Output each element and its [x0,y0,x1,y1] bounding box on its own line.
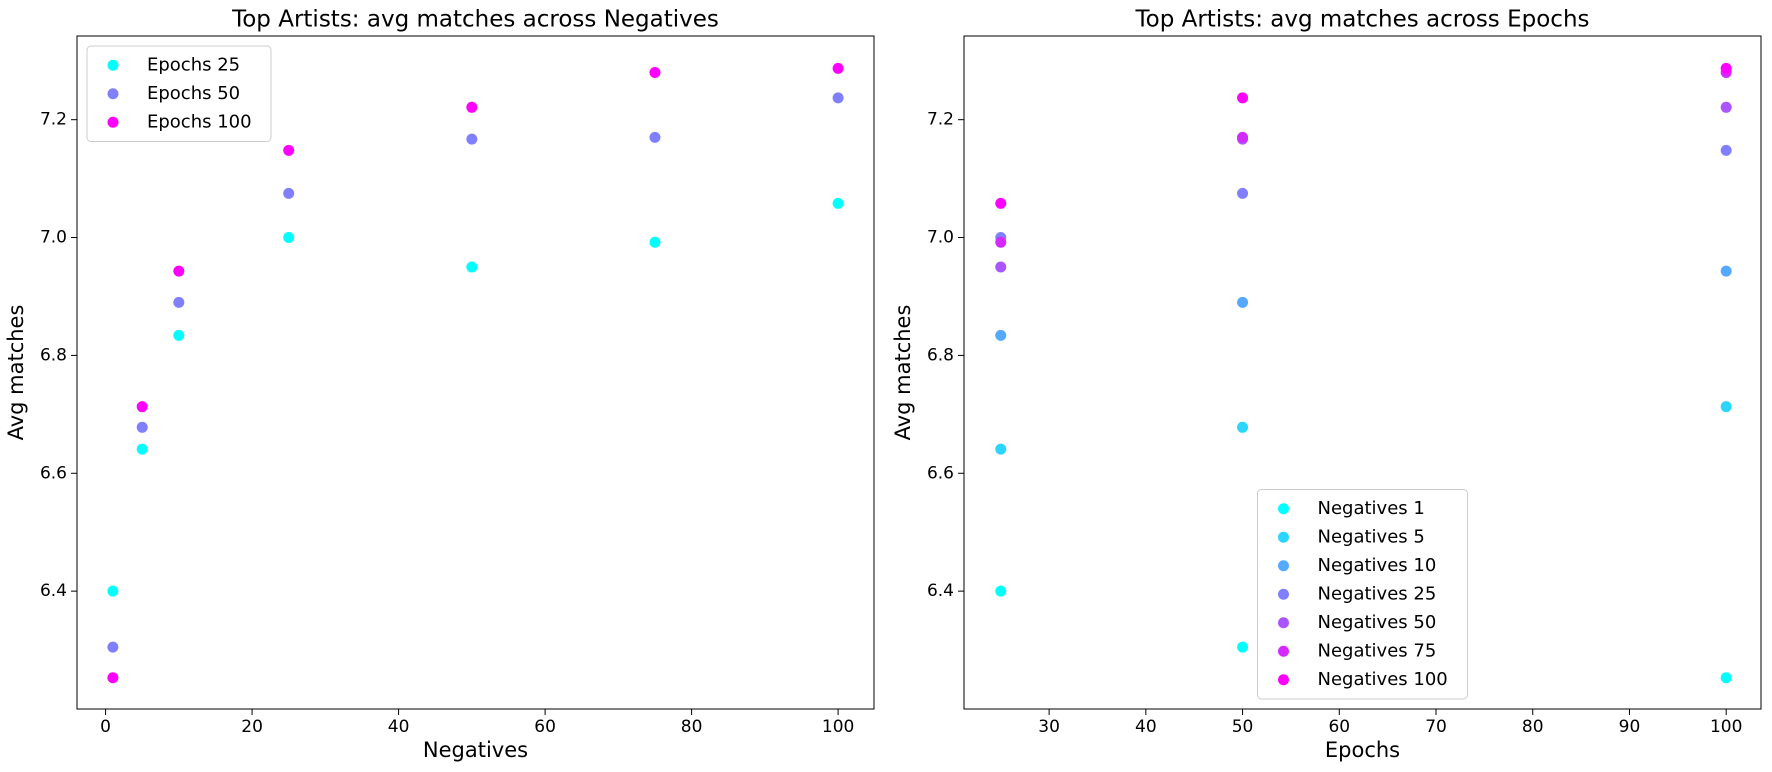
point [832,92,844,104]
chart-title: Top Artists: avg matches across Negative… [231,7,719,33]
y-tick-label: 7.0 [927,228,954,248]
chart-title: Top Artists: avg matches across Epochs [1134,7,1589,33]
y-tick-label: 6.4 [40,581,67,601]
point [832,197,844,209]
x-tick-label: 80 [681,717,703,737]
legend-label: Negatives 100 [1318,669,1448,690]
point [995,197,1007,209]
y-axis-label: Avg matches [4,305,28,441]
legend-label: Negatives 10 [1318,555,1437,576]
y-tick-label: 6.4 [927,581,954,601]
legend-label: Negatives 1 [1318,498,1425,519]
x-tick-label: 0 [100,717,111,737]
x-axis-label: Negatives [423,738,528,762]
legend-label: Negatives 75 [1318,640,1437,661]
plot-frame [963,35,1762,710]
point [1237,187,1249,199]
point [173,296,185,308]
point [995,261,1007,273]
legend-marker [107,59,119,71]
point [1237,421,1249,433]
legend-box [86,45,272,142]
point [995,236,1007,248]
point [1237,131,1249,143]
legend-marker [107,116,119,128]
legend-marker [1278,674,1289,686]
x-tick-label: 40 [388,717,410,737]
plot-frame [76,35,875,710]
x-tick-label: 30 [1038,717,1060,737]
x-tick-label: 50 [1232,717,1254,737]
point [283,144,295,156]
legend-label: Negatives 50 [1318,612,1437,633]
point [1237,641,1249,653]
point [649,236,661,248]
y-tick-label: 6.6 [40,463,67,483]
legend-marker [107,88,119,100]
point [1237,296,1249,308]
point [649,67,661,79]
legend-marker [1278,560,1289,572]
x-tick-label: 40 [1135,717,1157,737]
y-tick-label: 7.2 [927,110,954,130]
point [832,62,844,74]
legend-marker [1278,617,1289,629]
x-axis-label: Epochs [1325,738,1400,762]
y-tick-label: 7.2 [40,110,67,130]
x-tick-label: 60 [534,717,556,737]
point [1237,92,1249,104]
y-tick-label: 6.8 [927,345,954,365]
y-tick-label: 6.6 [927,463,954,483]
point [995,329,1007,341]
point [466,133,478,145]
y-tick-label: 7.0 [40,228,67,248]
point [107,585,119,597]
point [1720,144,1732,156]
legend-marker [1278,531,1289,543]
point [1720,265,1732,277]
point [283,187,295,199]
legend-box [1257,489,1468,700]
legend-label: Epochs 100 [147,111,252,132]
point [649,131,661,143]
point [136,401,148,413]
point [466,261,478,273]
legend-marker [1278,645,1289,657]
point [1720,672,1732,684]
point [1720,401,1732,413]
point [173,329,185,341]
point [466,101,478,113]
x-tick-label: 70 [1425,717,1447,737]
legend-label: Epochs 25 [147,54,240,75]
y-tick-label: 6.8 [40,345,67,365]
y-axis-label: Avg matches [891,305,915,441]
point [995,443,1007,455]
legend-marker [1278,588,1289,600]
point [136,443,148,455]
point [1720,62,1732,74]
legend-label: Epochs 50 [147,83,240,104]
point [1720,101,1732,113]
point [173,265,185,277]
point [995,585,1007,597]
legend-label: Negatives 25 [1318,583,1437,604]
x-tick-label: 100 [822,717,854,737]
point [107,672,119,684]
x-tick-label: 100 [1710,717,1742,737]
point [136,421,148,433]
x-tick-label: 20 [241,717,263,737]
point [283,232,295,244]
x-tick-label: 80 [1522,717,1544,737]
x-tick-label: 60 [1328,717,1350,737]
legend-marker [1278,503,1289,515]
point [107,641,119,653]
x-tick-label: 90 [1619,717,1641,737]
legend-label: Negatives 5 [1318,526,1425,547]
